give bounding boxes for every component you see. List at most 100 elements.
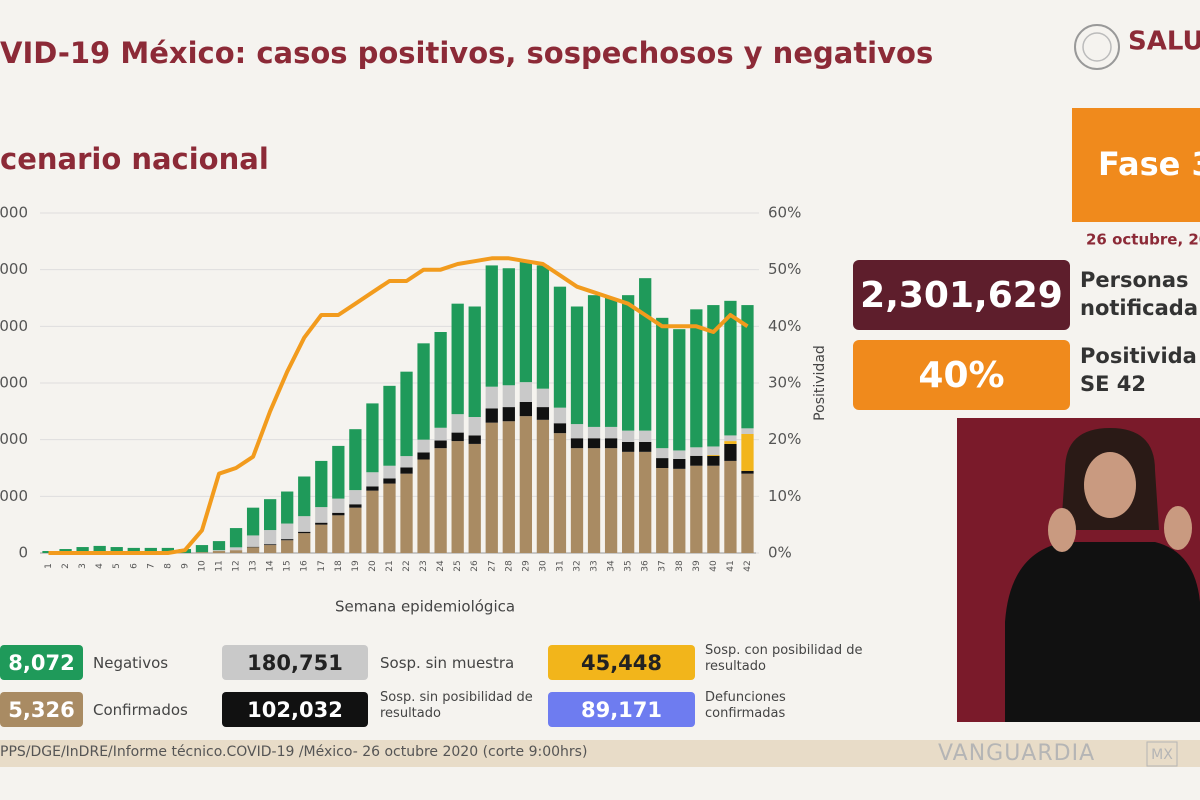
bar-segment [349, 490, 362, 505]
positivity-line [48, 256, 749, 555]
bar-segment [451, 441, 464, 553]
label-line: SE 42 [1080, 372, 1147, 396]
x-tick-label: 7 [146, 563, 156, 569]
bar-segment [76, 547, 89, 553]
bar-segment [417, 343, 430, 440]
bar-segment [246, 535, 260, 547]
legend-total: 8,072 [0, 645, 83, 680]
bar-segment [298, 531, 311, 534]
y2-tick-label: 50% [768, 260, 801, 278]
bar-segment [400, 467, 413, 474]
x-axis-label: Semana epidemiológica [335, 598, 515, 616]
x-tick-label: 37 [658, 560, 668, 571]
bar-segment [639, 278, 652, 431]
x-tick-label: 38 [675, 560, 685, 572]
bar-segment [724, 443, 737, 461]
x-tick-label: 18 [334, 560, 344, 572]
bar-segment [673, 329, 686, 451]
interpreter-hand [1048, 508, 1076, 552]
bar-segment [229, 528, 243, 548]
y-tick-label: 000 [0, 260, 28, 278]
x-tick-label: 13 [249, 560, 259, 571]
logo-emblem [1074, 24, 1120, 70]
bar-segment [451, 414, 464, 433]
bar-segment [553, 286, 567, 408]
x-tick-label: 42 [743, 560, 753, 571]
bar-segment [570, 438, 584, 449]
bar-segment [195, 545, 209, 553]
legend-total: 102,032 [222, 692, 368, 727]
x-tick-label: 40 [709, 560, 719, 572]
y-tick-label: 000 [0, 317, 28, 335]
bar-segment [281, 491, 294, 524]
bar-segment [383, 465, 396, 479]
bar-segment [434, 440, 447, 449]
bar-segment [519, 261, 532, 383]
bar-segment [229, 547, 243, 551]
x-tick-label: 23 [419, 560, 429, 571]
y2-tick-label: 20% [768, 430, 801, 448]
x-tick-label: 35 [624, 560, 634, 571]
y-tick-label: 000 [0, 487, 28, 505]
y-tick-label: 000 [0, 204, 28, 222]
bar-segment [332, 498, 345, 513]
title: VID-19 México: casos positivos, sospecho… [0, 36, 934, 70]
bar-segment [604, 438, 618, 449]
legend-total: 89,171 [548, 692, 695, 727]
bar-segment [639, 451, 652, 553]
date: 26 octubre, 20 [1086, 231, 1200, 249]
x-tick-label: 14 [266, 560, 276, 572]
bar-segment [536, 407, 550, 420]
y-tick-label: 0 [18, 544, 28, 562]
x-tick-label: 16 [300, 560, 310, 572]
bar-segment [622, 430, 635, 442]
x-tick-label: 9 [180, 563, 190, 569]
y2-tick-label: 10% [768, 487, 801, 505]
bar-segment [741, 470, 754, 474]
bar-segment [400, 473, 413, 553]
bar-segment [656, 468, 669, 553]
bar-segment [570, 306, 584, 425]
bar-segment [400, 456, 413, 468]
y-tick-label: 000 [0, 430, 28, 448]
bar-segment [212, 550, 226, 552]
bar-segment [502, 407, 515, 422]
legend-label: Negativos [93, 654, 169, 672]
bar-segment [673, 468, 686, 553]
x-tick-label: 17 [317, 560, 327, 571]
source: PPS/DGE/InDRE/Informe técnico.COVID-19 /… [0, 744, 587, 760]
logo-text: SALU [1128, 27, 1200, 57]
bar-segment [656, 317, 669, 449]
x-tick-label: 41 [726, 560, 736, 571]
bar-segment [264, 544, 277, 546]
x-tick-label: 30 [538, 560, 548, 572]
bar-segment [383, 385, 396, 466]
bar-segment [656, 458, 669, 468]
bar-segment [639, 430, 652, 442]
x-tick-label: 34 [607, 560, 617, 572]
bar-segment [707, 455, 720, 466]
bar-segment [110, 547, 123, 553]
bar-segment [724, 460, 737, 553]
x-tick-label: 32 [573, 560, 583, 571]
bar-segment [690, 309, 703, 448]
bar-segment [434, 448, 447, 553]
x-tick-label: 26 [470, 560, 480, 572]
y2-tick-label: 40% [768, 317, 801, 335]
x-tick-label: 39 [692, 560, 702, 572]
x-tick-label: 5 [112, 563, 122, 569]
bar-segment [264, 499, 277, 531]
bar-segment [417, 439, 430, 453]
bar-segment [246, 546, 260, 548]
bar-segment [383, 478, 396, 484]
bar-segment [434, 332, 447, 428]
x-tick-label: 2 [61, 563, 71, 569]
bar-segment [604, 426, 618, 439]
bar-segment [707, 446, 720, 455]
x-tick-label: 21 [385, 560, 395, 571]
y2-tick-label: 60% [768, 204, 801, 222]
y2-tick-label: 0% [768, 544, 792, 562]
bar-segment [212, 541, 226, 551]
label-line: notificada [1080, 296, 1199, 320]
